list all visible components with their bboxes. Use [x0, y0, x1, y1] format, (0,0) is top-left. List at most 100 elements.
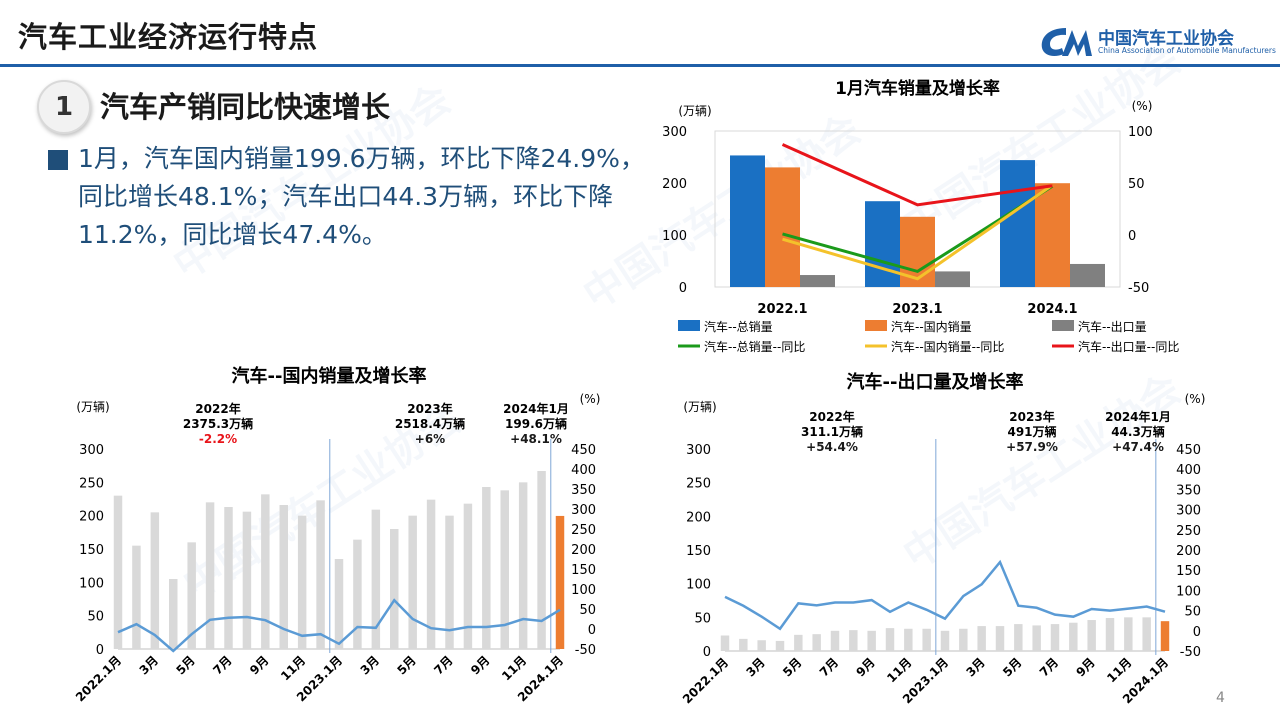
annotation-text: 2022年 [809, 409, 854, 424]
y2-tick-label: 100 [571, 583, 596, 598]
bar [765, 167, 800, 287]
legend-label: 汽车--出口量 [1078, 319, 1147, 334]
x-tick-label: 7月 [817, 655, 841, 679]
bar [730, 155, 765, 287]
y2-tick-label: 300 [1176, 504, 1201, 519]
y-tick-label: 250 [79, 476, 104, 491]
y-tick-label: 300 [662, 125, 687, 140]
y-axis-label: (万辆) [683, 400, 716, 414]
y-tick-label: 300 [686, 443, 711, 458]
page-number: 4 [1216, 690, 1225, 706]
x-tick-label: 2023.1 [892, 302, 942, 317]
bar [812, 634, 821, 651]
x-tick-label: 7月 [1037, 655, 1061, 679]
logo: 中国汽车工业协会 China Association of Automobile… [1036, 22, 1276, 62]
chart-title: 汽车--出口量及增长率 [847, 371, 1024, 393]
x-tick-label: 5月 [394, 653, 418, 677]
growth-line [724, 559, 1166, 631]
bar [1032, 625, 1041, 651]
bar [482, 487, 491, 649]
y2-axis-label: (%) [580, 392, 601, 406]
y2-tick-label: 300 [571, 503, 596, 518]
series-line [781, 143, 1053, 207]
x-tick-label: 3月 [137, 653, 161, 677]
y-axis-label: (万辆) [678, 104, 711, 118]
bar [867, 630, 876, 651]
bar [865, 201, 900, 287]
y2-tick-label: 200 [571, 543, 596, 558]
x-tick-label: 7月 [210, 653, 234, 677]
bar [426, 499, 436, 649]
x-tick-label: 7月 [431, 653, 455, 677]
annotation-highlight: +54.4% [806, 440, 858, 454]
bar [297, 515, 307, 649]
y2-tick-label: 400 [571, 463, 596, 478]
x-tick-label: 2022.1月 [73, 653, 124, 704]
chart-title: 汽车--国内销量及增长率 [232, 365, 427, 387]
y-axis-label: (万辆) [76, 400, 109, 414]
legend-label: 汽车--出口量--同比 [1078, 339, 1179, 354]
y-tick-label: 50 [87, 610, 104, 625]
bar [1087, 620, 1096, 651]
bar [518, 482, 528, 649]
annotation-text: 2023年 [1009, 409, 1054, 424]
x-tick-label: 3月 [743, 655, 767, 679]
x-tick-label: 9月 [247, 653, 271, 677]
annotation-text: 44.3万辆 [1111, 424, 1165, 439]
legend-label: 汽车--国内销量--同比 [891, 339, 1004, 354]
x-tick-label: 3月 [358, 653, 382, 677]
bar [922, 628, 931, 651]
annotation-text: 2024年1月 [1105, 409, 1171, 424]
y2-tick-label: 0 [1128, 229, 1136, 244]
bar [800, 275, 835, 287]
y-tick-label: 0 [96, 643, 104, 658]
y2-tick-label: -50 [1180, 645, 1201, 660]
bar [132, 545, 141, 649]
y2-tick-label: -50 [575, 643, 596, 658]
annotation-text: 2024年1月 [503, 401, 569, 416]
x-tick-label: 2022.1月 [680, 655, 731, 706]
bar [500, 490, 509, 649]
header-divider [0, 64, 1280, 67]
x-tick-label: 9月 [468, 653, 492, 677]
bar [1014, 624, 1023, 651]
bar [334, 559, 344, 649]
bar [408, 515, 417, 649]
caam-logo-icon [1041, 28, 1092, 56]
y-tick-label: 100 [686, 578, 711, 593]
x-tick-label: 9月 [1073, 655, 1097, 679]
y2-tick-label: 100 [1176, 584, 1201, 599]
bar [1050, 624, 1060, 651]
bar [1035, 183, 1070, 287]
y-tick-label: 200 [662, 177, 687, 192]
annotation-highlight: +48.1% [510, 432, 562, 446]
x-tick-label: 11月 [278, 653, 308, 683]
y-tick-label: 100 [79, 576, 104, 591]
y2-tick-label: 350 [1176, 483, 1201, 498]
annotation-text: 491万辆 [1007, 424, 1056, 439]
bar [720, 635, 730, 651]
y2-tick-label: 250 [571, 523, 596, 538]
bar [959, 628, 968, 651]
annotation-highlight: +47.4% [1112, 440, 1164, 454]
bar [1160, 621, 1170, 651]
y-tick-label: 0 [703, 645, 711, 660]
annotation-text: 2518.4万辆 [395, 416, 465, 431]
bar [1105, 618, 1115, 651]
legend-swatch [865, 320, 887, 331]
bar [555, 515, 565, 649]
legend-label: 汽车--总销量--同比 [704, 339, 805, 354]
y2-tick-label: 450 [1176, 443, 1201, 458]
bar [169, 579, 178, 649]
bar [995, 626, 1005, 651]
annotation-text: 199.6万辆 [505, 416, 567, 431]
x-tick-label: 5月 [1000, 655, 1024, 679]
y2-tick-label: 50 [1128, 177, 1145, 192]
bar [205, 502, 215, 649]
y2-tick-label: 200 [1176, 544, 1201, 559]
x-tick-label: 11月 [1104, 655, 1134, 685]
bar [242, 511, 252, 649]
y2-axis-label: (%) [1185, 392, 1206, 406]
section-number-badge: 1 [37, 80, 91, 134]
chart-jan-sales: 1月汽车销量及增长率 (万辆) (%) 0 100 200 300 -50 0 50 100 2022… [662, 78, 1179, 354]
